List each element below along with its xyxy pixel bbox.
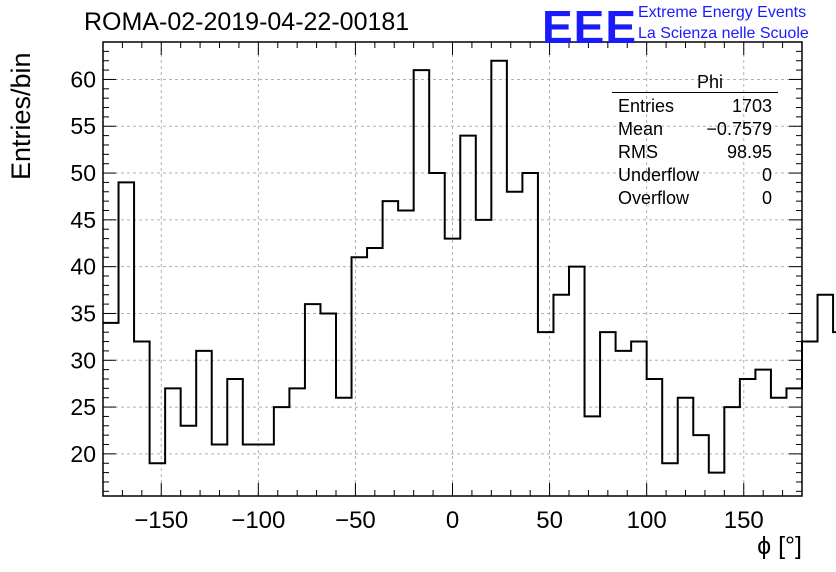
logo-line-2: La Scienza nelle Scuole bbox=[638, 25, 809, 42]
stats-box: Phi Entries 1703 Mean −0.7579 RMS 98.95 … bbox=[612, 72, 778, 210]
x-tick-label: 100 bbox=[627, 507, 667, 534]
y-tick-label: 40 bbox=[70, 254, 96, 280]
chart-title: ROMA-02-2019-04-22-00181 bbox=[84, 8, 410, 36]
stats-label: Underflow bbox=[618, 165, 700, 185]
x-tick-label: −100 bbox=[231, 507, 285, 534]
stats-row-rms: RMS 98.95 bbox=[612, 141, 778, 164]
y-axis-label: Entries/bin bbox=[6, 52, 36, 180]
x-axis-label: ϕ [°] bbox=[757, 532, 802, 560]
stats-label: Entries bbox=[618, 96, 675, 116]
x-tick-label: 150 bbox=[724, 507, 764, 534]
stats-row-underflow: Underflow 0 bbox=[612, 164, 778, 187]
stats-row-overflow: Overflow 0 bbox=[612, 187, 778, 210]
x-tick-label: 50 bbox=[536, 507, 563, 534]
y-tick-label: 30 bbox=[70, 347, 96, 373]
x-tick-label: −150 bbox=[134, 507, 188, 534]
y-tick-label: 60 bbox=[70, 66, 96, 92]
histogram-series bbox=[103, 59, 836, 474]
y-tick-label: 25 bbox=[70, 394, 96, 420]
eee-logo: EEE bbox=[542, 1, 638, 53]
stats-label: RMS bbox=[618, 142, 658, 162]
x-tick-label: 0 bbox=[446, 507, 459, 534]
stats-value: 98.95 bbox=[726, 142, 772, 162]
y-tick-label: 20 bbox=[70, 441, 96, 467]
logo-line-1: Extreme Energy Events bbox=[638, 4, 807, 21]
stats-title: Phi bbox=[612, 72, 778, 93]
stats-value: 1703 bbox=[731, 96, 772, 116]
stats-label: Mean bbox=[618, 119, 664, 139]
stats-value: −0.7579 bbox=[706, 119, 772, 139]
stats-row-entries: Entries 1703 bbox=[612, 95, 778, 118]
y-tick-label: 35 bbox=[70, 300, 96, 326]
stats-row-mean: Mean −0.7579 bbox=[612, 118, 778, 141]
x-tick-label: −50 bbox=[335, 507, 376, 534]
y-tick-label: 50 bbox=[70, 160, 96, 186]
stats-label: Overflow bbox=[618, 188, 690, 208]
stats-value: 0 bbox=[761, 188, 772, 208]
y-tick-label: 45 bbox=[70, 207, 96, 233]
y-tick-label: 55 bbox=[70, 113, 96, 139]
stats-value: 0 bbox=[761, 165, 772, 185]
